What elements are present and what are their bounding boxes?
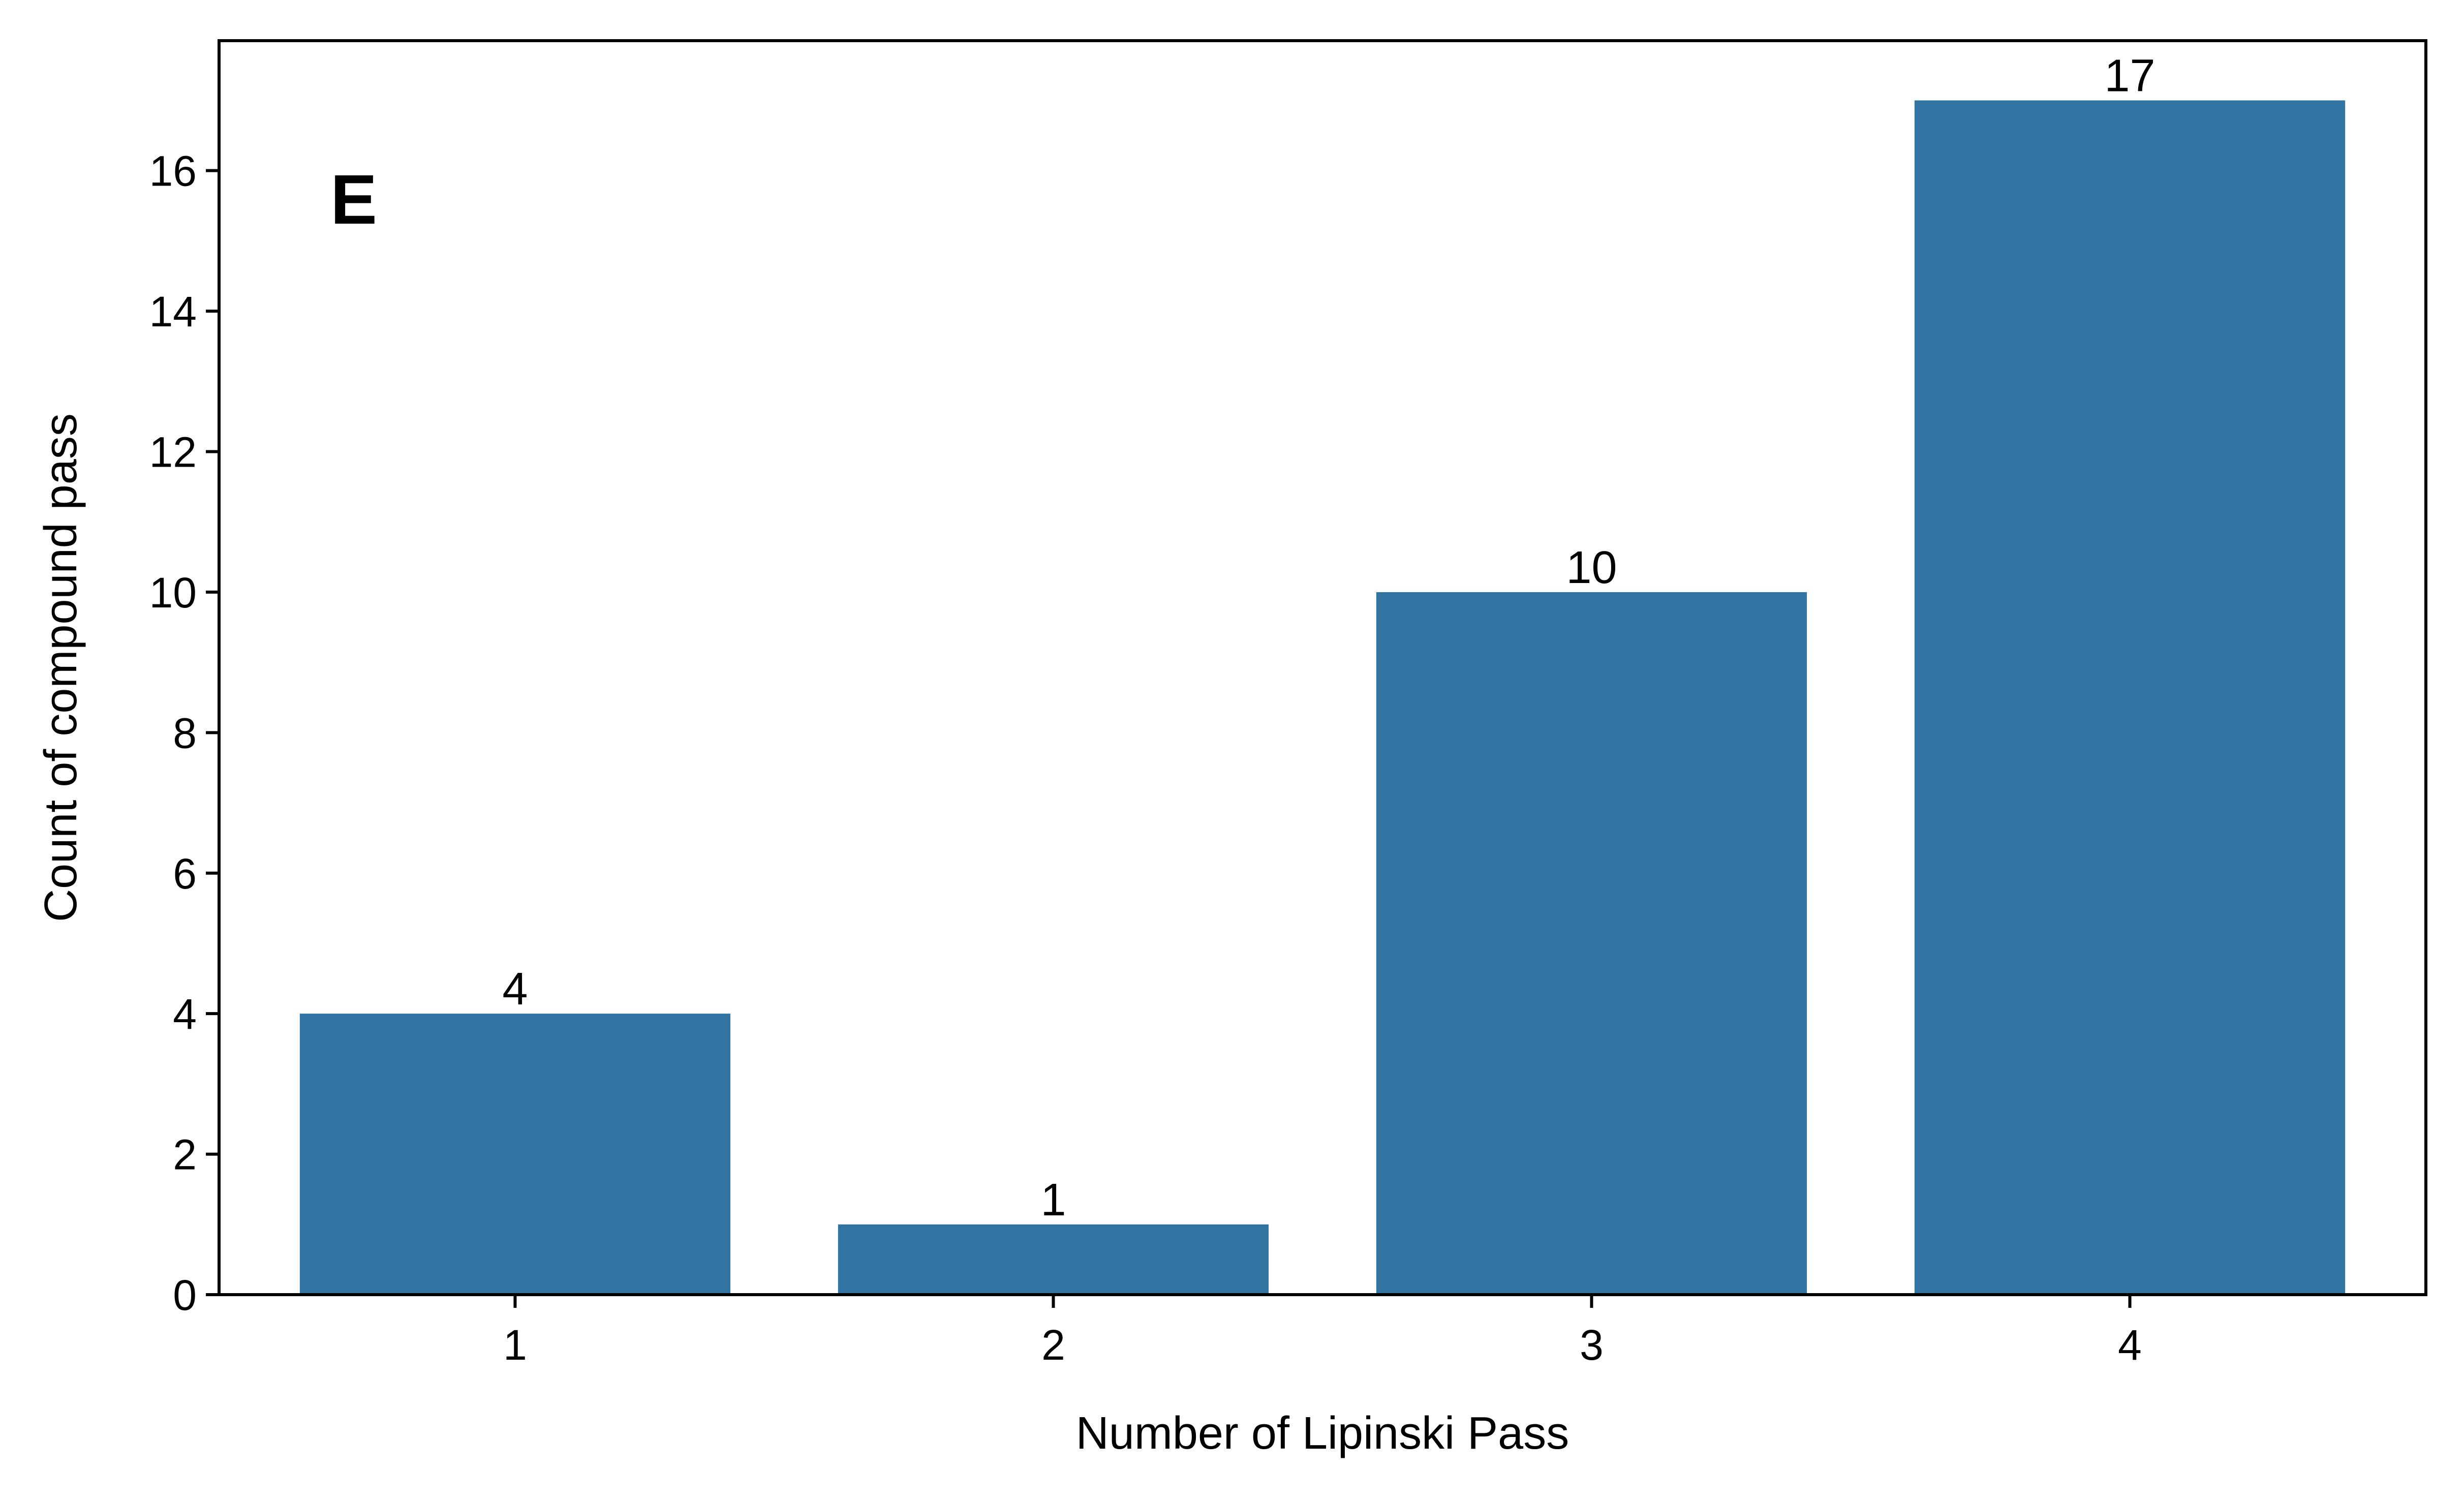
y-tick-label-10: 10 [149, 569, 197, 617]
y-tick-label-8: 8 [173, 709, 197, 757]
y-tick-label-0: 0 [173, 1271, 197, 1319]
data-label-4: 17 [2104, 50, 2155, 101]
y-tick-label-2: 2 [173, 1131, 197, 1179]
bar-3 [1376, 592, 1807, 1295]
bar-4 [1914, 100, 2346, 1295]
data-label-3: 10 [1566, 542, 1617, 593]
y-tick-label-16: 16 [149, 147, 197, 195]
plot-frame [218, 39, 2427, 1296]
data-label-2: 1 [1040, 1175, 1066, 1226]
y-tick-label-12: 12 [149, 428, 197, 476]
y-axis-ticks: 0 2 4 6 8 10 12 14 16 [149, 147, 219, 1319]
data-labels-group: 4 1 10 17 [502, 50, 2155, 1225]
bars-group [299, 100, 2346, 1295]
y-tick-label-14: 14 [149, 288, 197, 335]
data-label-1: 4 [502, 964, 528, 1015]
x-tick-label-2: 2 [1041, 1321, 1065, 1369]
x-tick-label-3: 3 [1580, 1321, 1604, 1369]
x-tick-label-1: 1 [503, 1321, 527, 1369]
panel-label: E [330, 161, 377, 239]
x-axis-ticks: 1 2 3 4 [503, 1295, 2142, 1369]
x-axis-label: Number of Lipinski Pass [1076, 1408, 1569, 1459]
y-axis-label: Count of compound pass [36, 413, 86, 922]
bar-1 [299, 1014, 731, 1295]
y-tick-label-6: 6 [173, 850, 197, 898]
bar-2 [838, 1224, 1269, 1295]
y-tick-label-4: 4 [173, 990, 197, 1038]
x-tick-label-4: 4 [2118, 1321, 2142, 1369]
